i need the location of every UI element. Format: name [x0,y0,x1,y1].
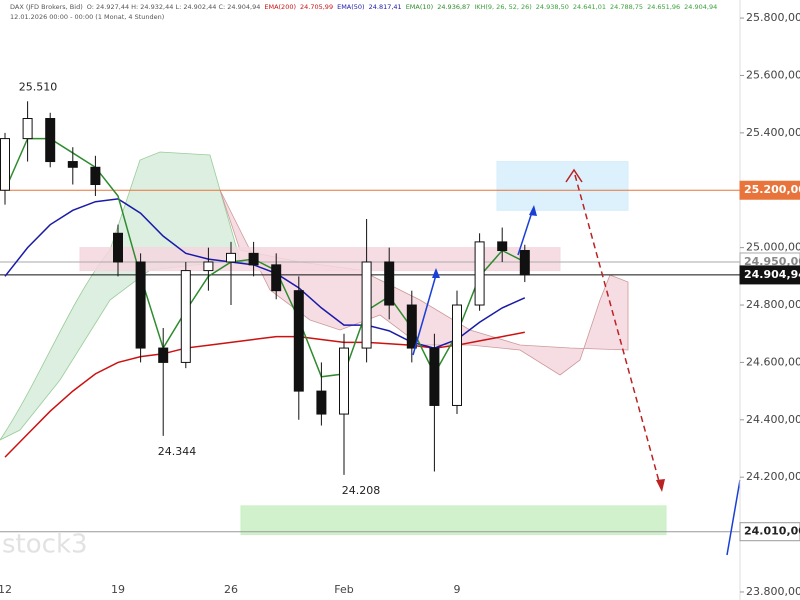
y-tick-label: 25.800,00 [746,11,800,24]
candle-body [248,252,259,266]
candle-body [0,138,10,191]
annotation: 24.208 [342,484,381,497]
level-box [739,180,800,200]
cloud-pink [219,189,629,376]
arrowhead [656,479,665,492]
arrows [412,168,741,556]
header-text: O: 24.927,44 H: 24.932,44 L: 24.902,44 C… [87,3,261,11]
level-box [739,522,800,542]
y-tick-label: 24.600,00 [746,355,800,368]
x-tick-label: 12 [0,583,12,596]
candle-body [135,261,146,349]
level-label: 25.200,00 [744,183,800,196]
candle-body [158,347,169,363]
candle-body [474,241,485,306]
plot [0,101,740,536]
header-text: 24.705,99 [300,3,333,11]
arrow-up [517,211,533,256]
level-label: 24.010,00 [744,525,800,538]
y-tick-label: 23.800,00 [746,585,800,598]
candle-body [316,390,327,415]
header-text: 24.936,87 [437,3,470,11]
candle-body [452,304,462,406]
candle-body [67,161,78,168]
candle-body [293,290,304,392]
arrowhead [529,205,537,216]
candle-body [113,232,123,263]
candle-body [45,118,56,163]
candle-body [406,304,417,349]
header-text: 24.904,94 [684,3,717,11]
header-text: EMA(50) [337,3,365,11]
y-tick-label: 24.200,00 [746,470,800,483]
y-tick-label: 25.600,00 [746,68,800,81]
header-text: 24.817,41 [369,3,402,11]
header-text: 24.938,50 [536,3,569,11]
zone [496,161,629,211]
candle-body [203,261,214,272]
x-tick-label: Feb [334,583,353,596]
watermark: stock3 [2,530,88,560]
candle-body [22,118,33,140]
level-label: 24.950,00 [744,255,800,268]
level-box [739,265,800,285]
header-text: 24.788,75 [610,3,643,11]
candle-body [497,241,508,252]
arrow-up [412,274,437,356]
header-text: 24.651,96 [647,3,680,11]
candle-body [339,347,349,415]
candle-body [226,252,236,263]
header-text: IKH(9, 26, 52, 26) [474,3,531,11]
annotation: 25.510 [19,80,58,93]
trend-line [726,479,741,556]
level-label: 24.904,94 [744,268,800,281]
candle-body [384,261,395,306]
x-tick-label: 26 [224,583,238,596]
zone [240,505,667,536]
header-text: 24.641,01 [573,3,606,11]
header-text: EMA(200) [264,3,296,11]
header-text: EMA(10) [406,3,434,11]
candle-body [271,264,282,292]
chart-title: DAX (JFD Brokers, Bid) [10,3,83,11]
y-tick-label: 25.000,00 [746,241,800,254]
candle-body [361,261,372,349]
ema-line [4,198,526,349]
x-tick-label: 19 [111,583,125,596]
arrow-down [574,174,661,486]
zone [79,247,561,272]
annotation: 24.344 [158,445,197,458]
y-tick-label: 24.800,00 [746,298,800,311]
y-tick-label: 25.400,00 [746,126,800,139]
candle-body [180,270,191,363]
subtitle: 12.01.2026 00:00 - 00:00 (1 Monat, 4 Stu… [10,13,164,21]
candle-body [429,347,440,406]
candle-body [90,166,101,186]
y-tick-label: 24.400,00 [746,413,800,426]
x-tick-label: 9 [454,583,461,596]
arrow-tail [565,168,583,183]
arrowhead [432,268,440,278]
candle-body [519,250,530,276]
